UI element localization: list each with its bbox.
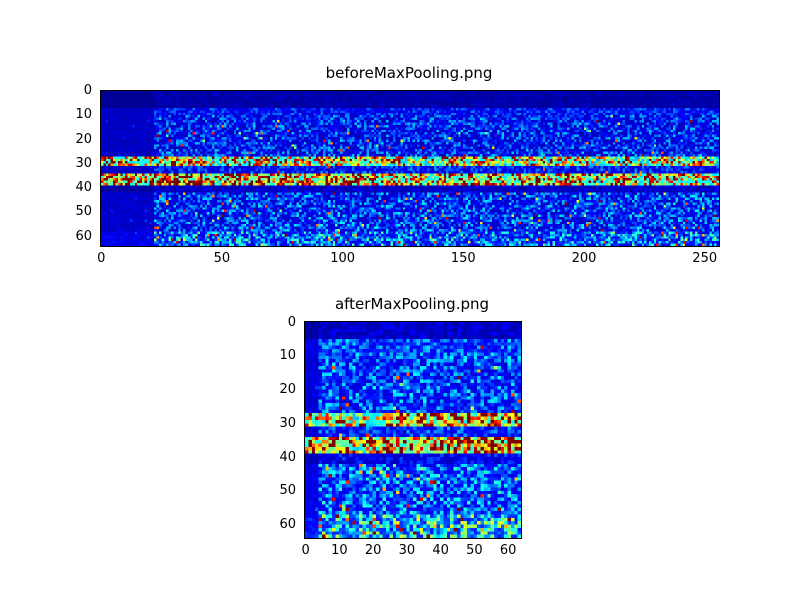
y-tick-label: 30 bbox=[75, 155, 92, 171]
x-tick-label: 20 bbox=[364, 543, 382, 558]
y-tick-label: 0 bbox=[287, 314, 296, 330]
x-tick-label: 30 bbox=[398, 543, 416, 558]
y-tick-label: 40 bbox=[279, 449, 296, 465]
y-tick-label: 60 bbox=[75, 228, 92, 244]
x-tick-label: 50 bbox=[213, 251, 231, 266]
y-tick-label: 50 bbox=[75, 204, 92, 220]
y-tick-label: 40 bbox=[75, 180, 92, 196]
y-tick-label: 50 bbox=[279, 483, 296, 499]
y-tick-label: 0 bbox=[83, 83, 92, 99]
x-tick-label: 50 bbox=[466, 543, 483, 558]
x-tick-label: 250 bbox=[692, 251, 718, 266]
y-tick-label: 20 bbox=[279, 382, 296, 398]
chart-after-maxpooling: afterMaxPooling.png 0 10 20 30 40 50 60 0 10 20 30… bbox=[279, 295, 522, 567]
x-tick-label: 200 bbox=[571, 251, 597, 266]
heatmap-plot-before bbox=[100, 90, 720, 247]
y-tick-label: 10 bbox=[75, 107, 92, 123]
chart-title-before: beforeMaxPooling.png bbox=[325, 64, 493, 82]
chart-before-maxpooling: beforeMaxPooling.png 0 10 20 30 40 50 60 0 50 100… bbox=[75, 64, 720, 275]
heatmap-canvas-after bbox=[305, 322, 521, 538]
y-tick-label: 20 bbox=[75, 131, 92, 147]
x-tick-label: 10 bbox=[331, 543, 348, 558]
chart-title-after: afterMaxPooling.png bbox=[334, 295, 490, 313]
x-tick-label: 0 bbox=[301, 543, 310, 558]
heatmap-canvas-before bbox=[101, 91, 719, 246]
x-tick-label: 100 bbox=[330, 251, 356, 266]
x-tick-label: 60 bbox=[499, 543, 517, 558]
y-tick-label: 10 bbox=[279, 348, 296, 364]
y-tick-label: 60 bbox=[279, 517, 296, 533]
y-tick-label: 30 bbox=[279, 415, 296, 431]
x-tick-label: 150 bbox=[450, 251, 476, 266]
heatmap-plot-after bbox=[304, 321, 522, 539]
x-tick-label: 40 bbox=[432, 543, 449, 558]
x-tick-label: 0 bbox=[97, 251, 106, 266]
